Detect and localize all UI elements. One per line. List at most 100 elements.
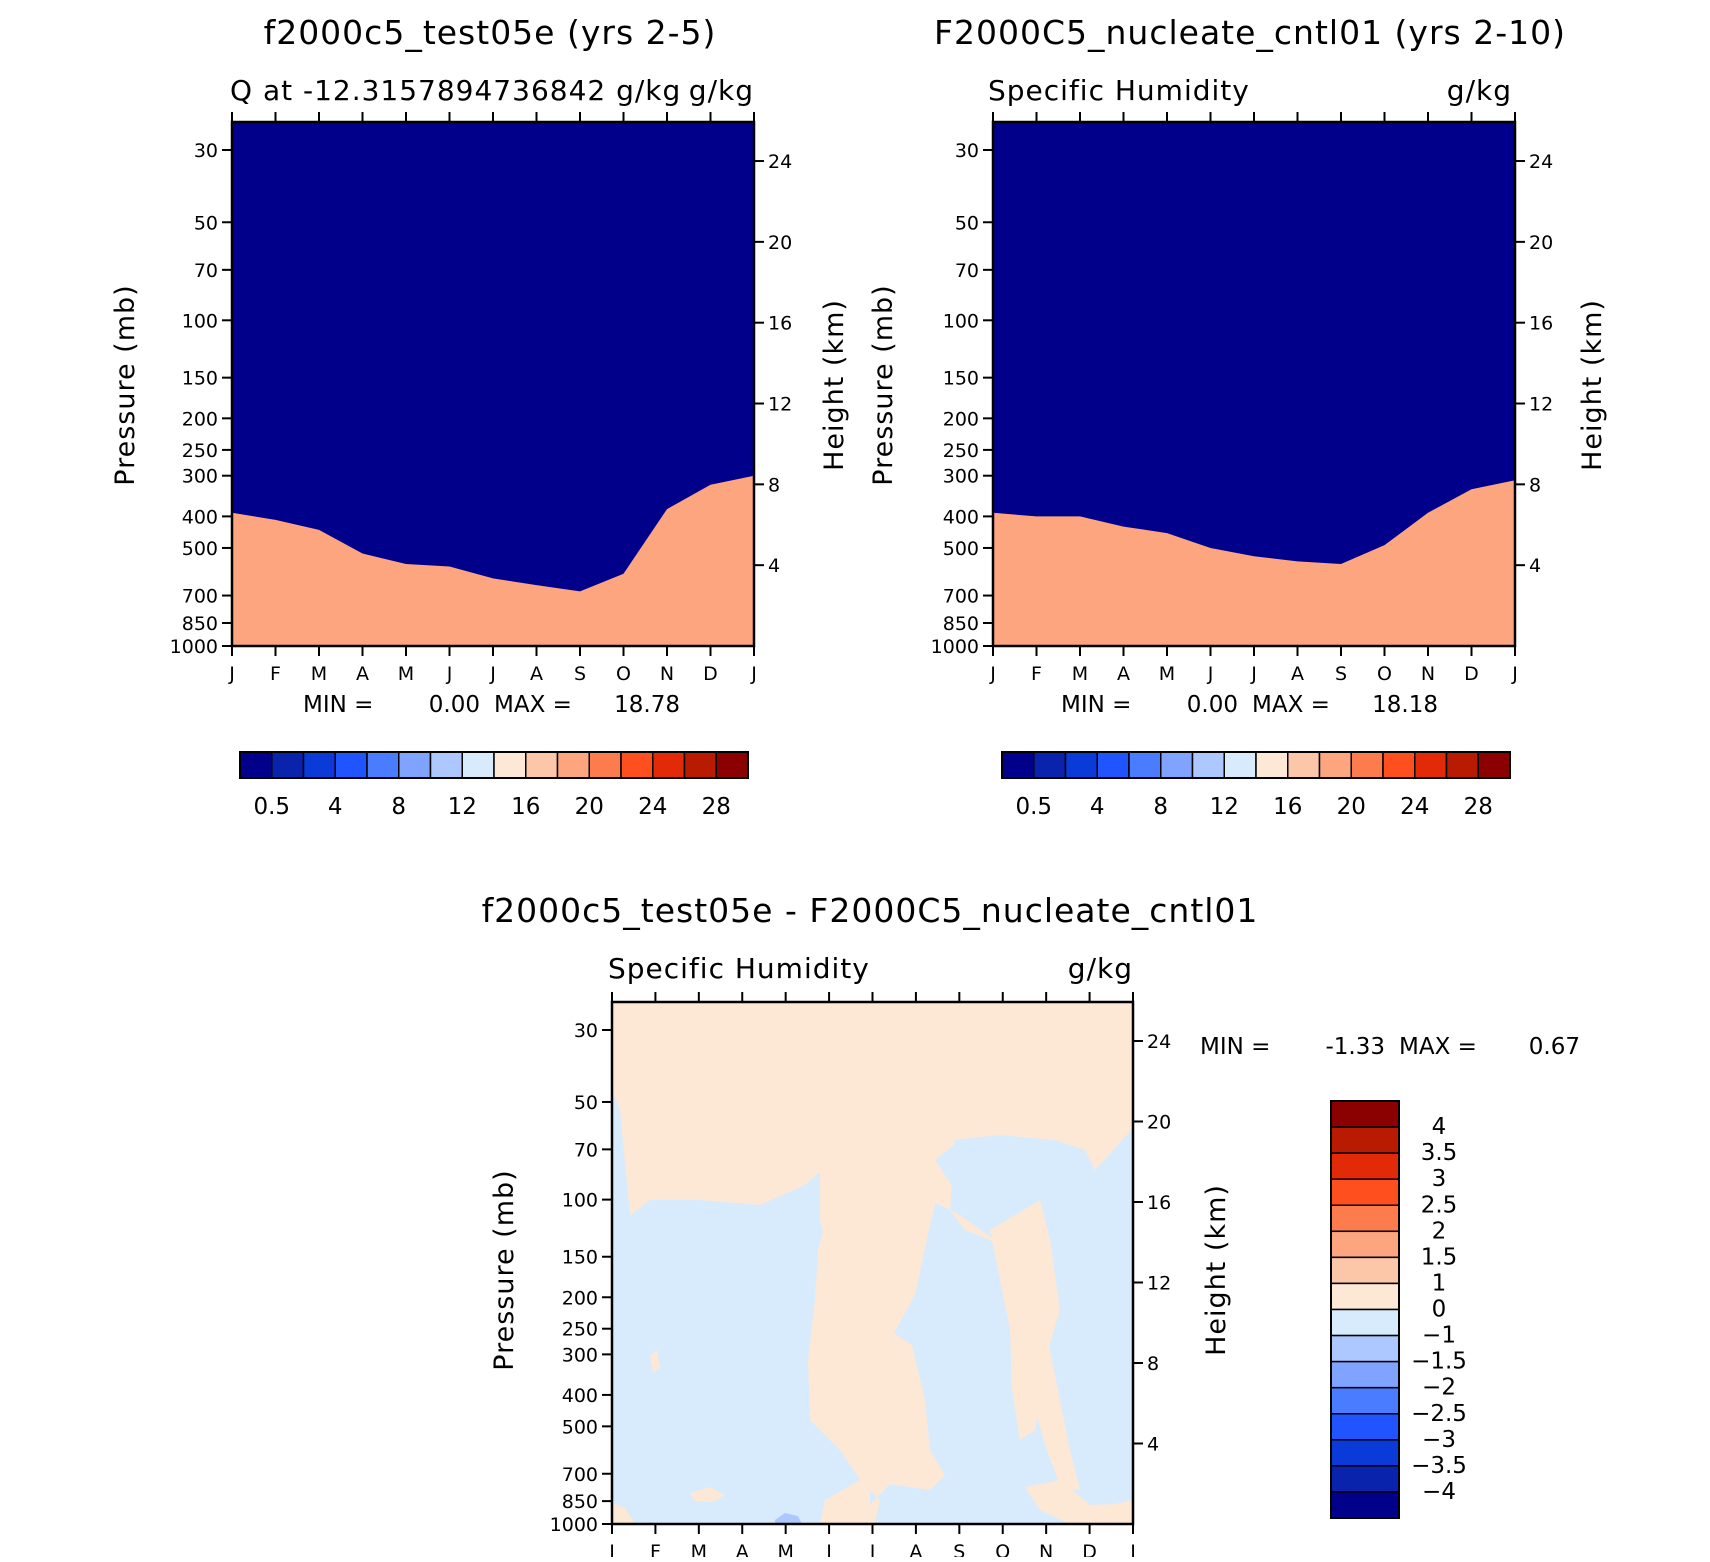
month-tick-label: J [825, 1541, 832, 1557]
colorbar-swatch [1382, 751, 1416, 779]
month-tick-label: F [650, 1541, 661, 1557]
colorbar-swatch [1414, 751, 1448, 779]
height-tick-label: 12 [768, 394, 792, 416]
colorbar-label: 12 [1210, 794, 1239, 820]
colorbar-swatch [271, 751, 305, 779]
colorbar-swatch [1330, 1491, 1400, 1519]
height-tick-label: 8 [1529, 474, 1541, 496]
colorbar-swatch [683, 751, 717, 779]
month-tick-label: M [1072, 663, 1088, 685]
colorbar-label: 16 [1273, 794, 1302, 820]
colorbar-label: 16 [511, 794, 540, 820]
colorbar-label: 8 [1153, 794, 1168, 820]
pressure-tick-label: 250 [562, 1319, 598, 1341]
month-tick-label: F [1031, 663, 1042, 685]
difference-positive-patch-left [650, 1350, 660, 1372]
panel-difference-min-value: -1.33 [1325, 1034, 1385, 1060]
panel-test05e-max-label: MAX = [494, 692, 572, 718]
month-tick-label: J [750, 663, 757, 685]
month-tick-label: M [1159, 663, 1175, 685]
panel-test05e-y2label: Height (km) [819, 299, 850, 471]
colorbar-frame [1001, 751, 1511, 779]
colorbar-swatch [1223, 751, 1257, 779]
colorbar-swatch [715, 751, 749, 779]
colorbar-swatch [1350, 751, 1384, 779]
colorbar-swatch [588, 751, 622, 779]
difference-negative-tongue [935, 1140, 1080, 1215]
month-tick-label: J [989, 663, 996, 685]
month-tick-label: S [1335, 663, 1347, 685]
pressure-tick-label: 30 [194, 140, 218, 162]
colorbar-label: 2 [1432, 1218, 1447, 1244]
pressure-tick-label: 700 [943, 586, 979, 608]
panel-cntl01-subtitle: Specific Humidity [988, 74, 1250, 107]
colorbar-swatch [1330, 1230, 1400, 1259]
colorbar-swatch [1445, 751, 1479, 779]
pressure-tick-label: 200 [943, 408, 979, 430]
colorbar-swatch [429, 751, 463, 779]
panel-test05e-colorbar: 0.5 4 8 12 16 20 24 28 [239, 751, 749, 820]
height-tick-label: 4 [1147, 1433, 1159, 1455]
height-tick-label: 24 [1147, 1031, 1171, 1053]
month-tick-label: J [1511, 663, 1518, 685]
pressure-tick-label: 500 [562, 1416, 598, 1438]
panel-difference-title: f2000c5_test05e - F2000C5_nucleate_cntl0… [482, 891, 1259, 930]
panel-test05e: f2000c5_test05e (yrs 2-5) Q at -12.31578… [110, 13, 850, 820]
pressure-tick-label: 100 [943, 310, 979, 332]
colorbar-label: 24 [638, 794, 667, 820]
colorbar-swatch [1160, 751, 1194, 779]
colorbar-label: 0.5 [253, 794, 290, 820]
height-tick-label: 8 [768, 474, 780, 496]
panel-test05e-title: f2000c5_test05e (yrs 2-5) [264, 13, 717, 52]
colorbar-swatch [1330, 1126, 1400, 1154]
month-tick-label: F [270, 663, 281, 685]
panel-test05e-contour-field [232, 122, 754, 646]
month-tick-label: D [1464, 663, 1479, 685]
colorbar-label: −2 [1422, 1375, 1456, 1401]
pressure-tick-label: 250 [943, 440, 979, 462]
panel-difference-colorbar: 43.532.521.510−1−1.5−2−2.5−3−3.5−4 [1330, 1100, 1467, 1519]
colorbar-label: 12 [448, 794, 477, 820]
month-tick-label: O [1377, 663, 1392, 685]
height-tick-label: 16 [768, 313, 792, 335]
pressure-tick-label: 1000 [931, 636, 979, 658]
pressure-tick-label: 700 [182, 586, 218, 608]
pressure-tick-label: 200 [182, 408, 218, 430]
panel-difference-y2label: Height (km) [1201, 1184, 1232, 1356]
colorbar-label: −3.5 [1411, 1453, 1467, 1479]
difference-positive-patch-lower-left [690, 1487, 725, 1502]
colorbar-label: 3.5 [1421, 1140, 1458, 1166]
panel-cntl01-units: g/kg [1447, 74, 1512, 107]
colorbar-swatch [302, 751, 336, 779]
colorbar-swatch [1330, 1360, 1400, 1389]
panel-test05e-min-value: 0.00 [429, 692, 480, 718]
colorbar-label: 1.5 [1421, 1244, 1458, 1270]
pressure-tick-label: 850 [943, 613, 979, 635]
height-tick-label: 20 [1147, 1111, 1171, 1133]
panel-difference-ylabel: Pressure (mb) [489, 1169, 520, 1370]
height-tick-label: 12 [1147, 1272, 1171, 1294]
month-tick-label: D [703, 663, 718, 685]
panel-cntl01-title: F2000C5_nucleate_cntl01 (yrs 2-10) [934, 13, 1566, 52]
month-tick-label: J [228, 663, 235, 685]
colorbar-label: 24 [1400, 794, 1429, 820]
pressure-tick-label: 100 [182, 310, 218, 332]
colorbar-label: −1 [1422, 1323, 1456, 1349]
colorbar-swatch [1330, 1386, 1400, 1415]
colorbar-swatch [398, 751, 432, 779]
colorbar-swatch [1330, 1152, 1400, 1180]
panel-difference-max-value: 0.67 [1529, 1034, 1580, 1060]
colorbar-label: 1 [1432, 1270, 1447, 1296]
pressure-tick-label: 850 [182, 613, 218, 635]
pressure-tick-label: 200 [562, 1287, 598, 1309]
month-tick-label: A [909, 1541, 922, 1557]
panel-cntl01-contour-field [993, 122, 1515, 646]
difference-strong-negative-patch [775, 1513, 802, 1524]
colorbar-swatch [239, 751, 273, 779]
panel-cntl01-y2label: Height (km) [1577, 299, 1608, 471]
colorbar-label: 3 [1432, 1166, 1447, 1192]
difference-positive-patch-bottom-left [612, 1503, 635, 1524]
panel-cntl01-max-value: 18.18 [1372, 692, 1438, 718]
colorbar-swatch [461, 751, 495, 779]
